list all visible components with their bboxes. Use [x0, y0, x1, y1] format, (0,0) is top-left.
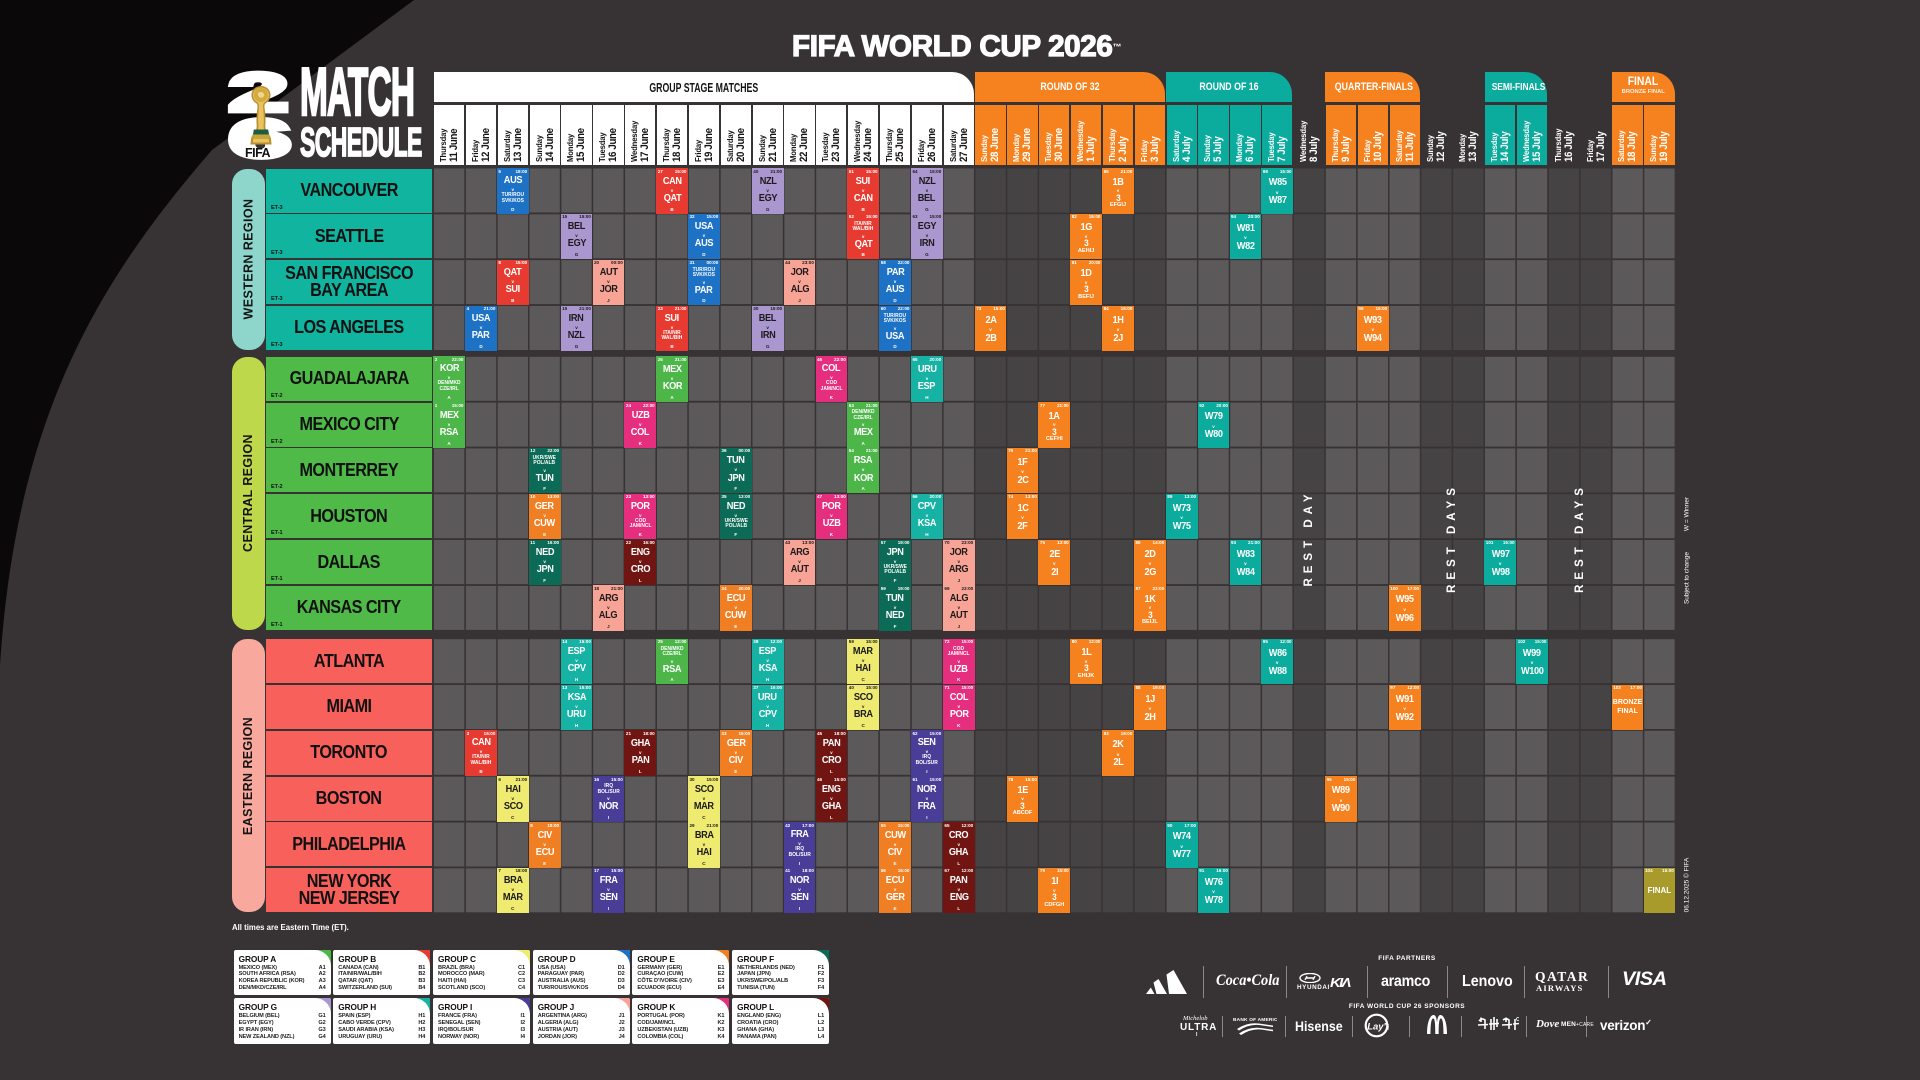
svg-text:Lay's: Lay's	[1367, 1022, 1389, 1033]
svg-text:BANK OF AMERICA: BANK OF AMERICA	[1233, 1017, 1277, 1023]
